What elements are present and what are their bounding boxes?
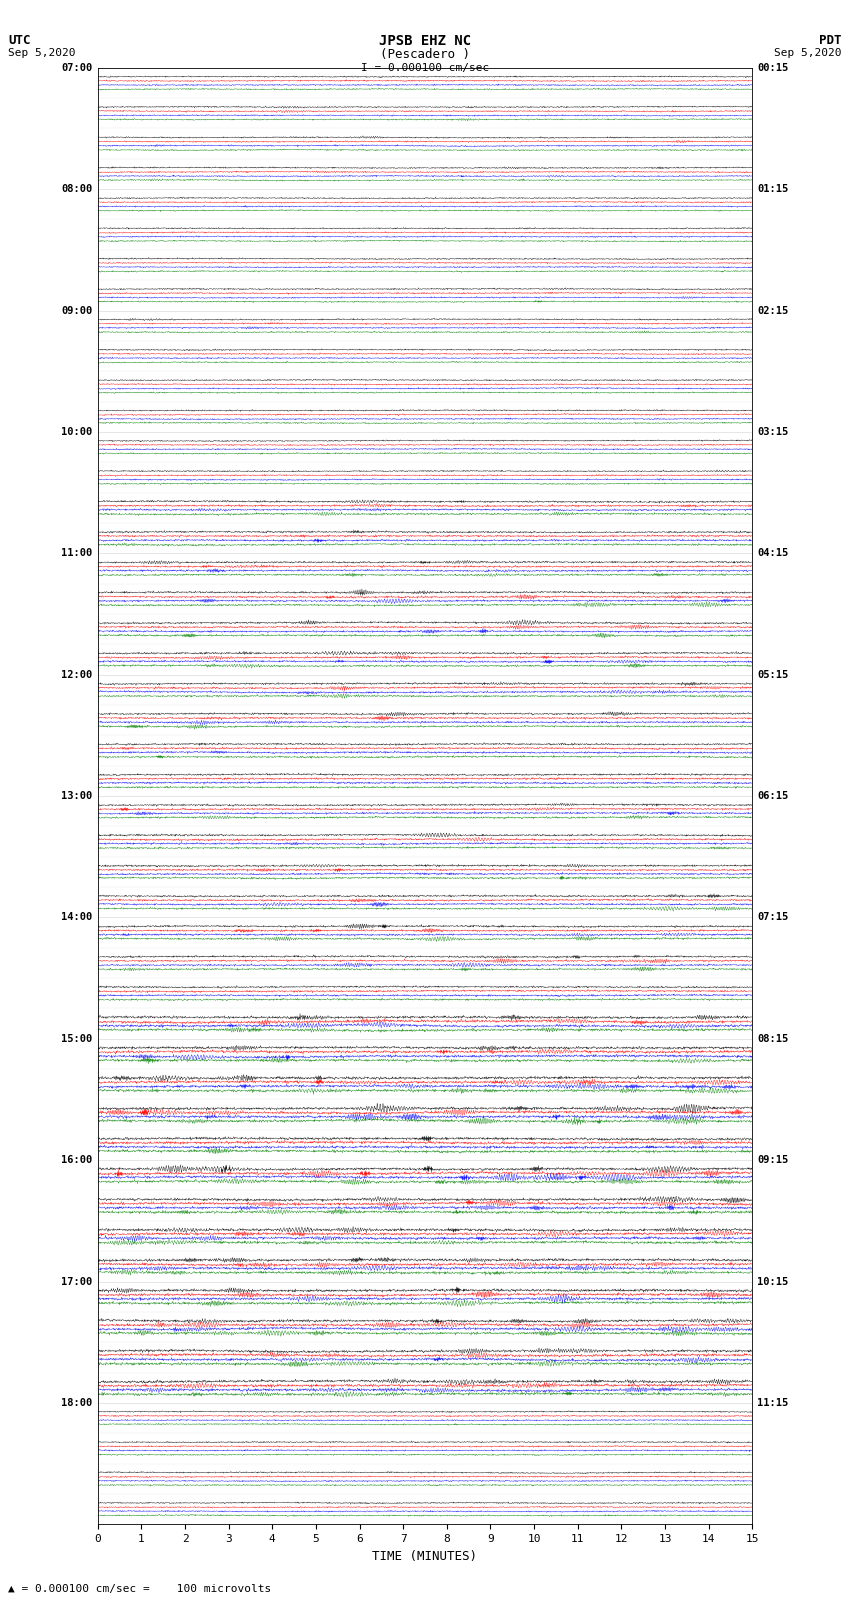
- Text: JPSB EHZ NC: JPSB EHZ NC: [379, 34, 471, 48]
- Text: 13:00: 13:00: [61, 790, 93, 802]
- Text: 14:00: 14:00: [61, 913, 93, 923]
- Text: 11:00: 11:00: [61, 548, 93, 558]
- Text: 01:15: 01:15: [757, 184, 789, 194]
- Text: ▲ = 0.000100 cm/sec =    100 microvolts: ▲ = 0.000100 cm/sec = 100 microvolts: [8, 1584, 272, 1594]
- Text: 10:00: 10:00: [61, 427, 93, 437]
- Text: 08:00: 08:00: [61, 184, 93, 194]
- Text: 07:15: 07:15: [757, 913, 789, 923]
- Text: 17:00: 17:00: [61, 1276, 93, 1287]
- Text: 09:00: 09:00: [61, 305, 93, 316]
- Text: 16:00: 16:00: [61, 1155, 93, 1165]
- Text: 18:00: 18:00: [61, 1398, 93, 1408]
- Text: I = 0.000100 cm/sec: I = 0.000100 cm/sec: [361, 63, 489, 73]
- Text: 15:00: 15:00: [61, 1034, 93, 1044]
- Text: 07:00: 07:00: [61, 63, 93, 73]
- Text: 12:00: 12:00: [61, 669, 93, 679]
- Text: (Pescadero ): (Pescadero ): [380, 48, 470, 61]
- X-axis label: TIME (MINUTES): TIME (MINUTES): [372, 1550, 478, 1563]
- Text: 05:15: 05:15: [757, 669, 789, 679]
- Text: UTC: UTC: [8, 34, 31, 47]
- Text: 11:15: 11:15: [757, 1398, 789, 1408]
- Text: 00:15: 00:15: [757, 63, 789, 73]
- Text: 02:15: 02:15: [757, 305, 789, 316]
- Text: Sep 5,2020: Sep 5,2020: [8, 48, 76, 58]
- Text: 04:15: 04:15: [757, 548, 789, 558]
- Text: 09:15: 09:15: [757, 1155, 789, 1165]
- Text: Sep 5,2020: Sep 5,2020: [774, 48, 842, 58]
- Text: 10:15: 10:15: [757, 1276, 789, 1287]
- Text: 06:15: 06:15: [757, 790, 789, 802]
- Text: 03:15: 03:15: [757, 427, 789, 437]
- Text: PDT: PDT: [819, 34, 842, 47]
- Text: 08:15: 08:15: [757, 1034, 789, 1044]
